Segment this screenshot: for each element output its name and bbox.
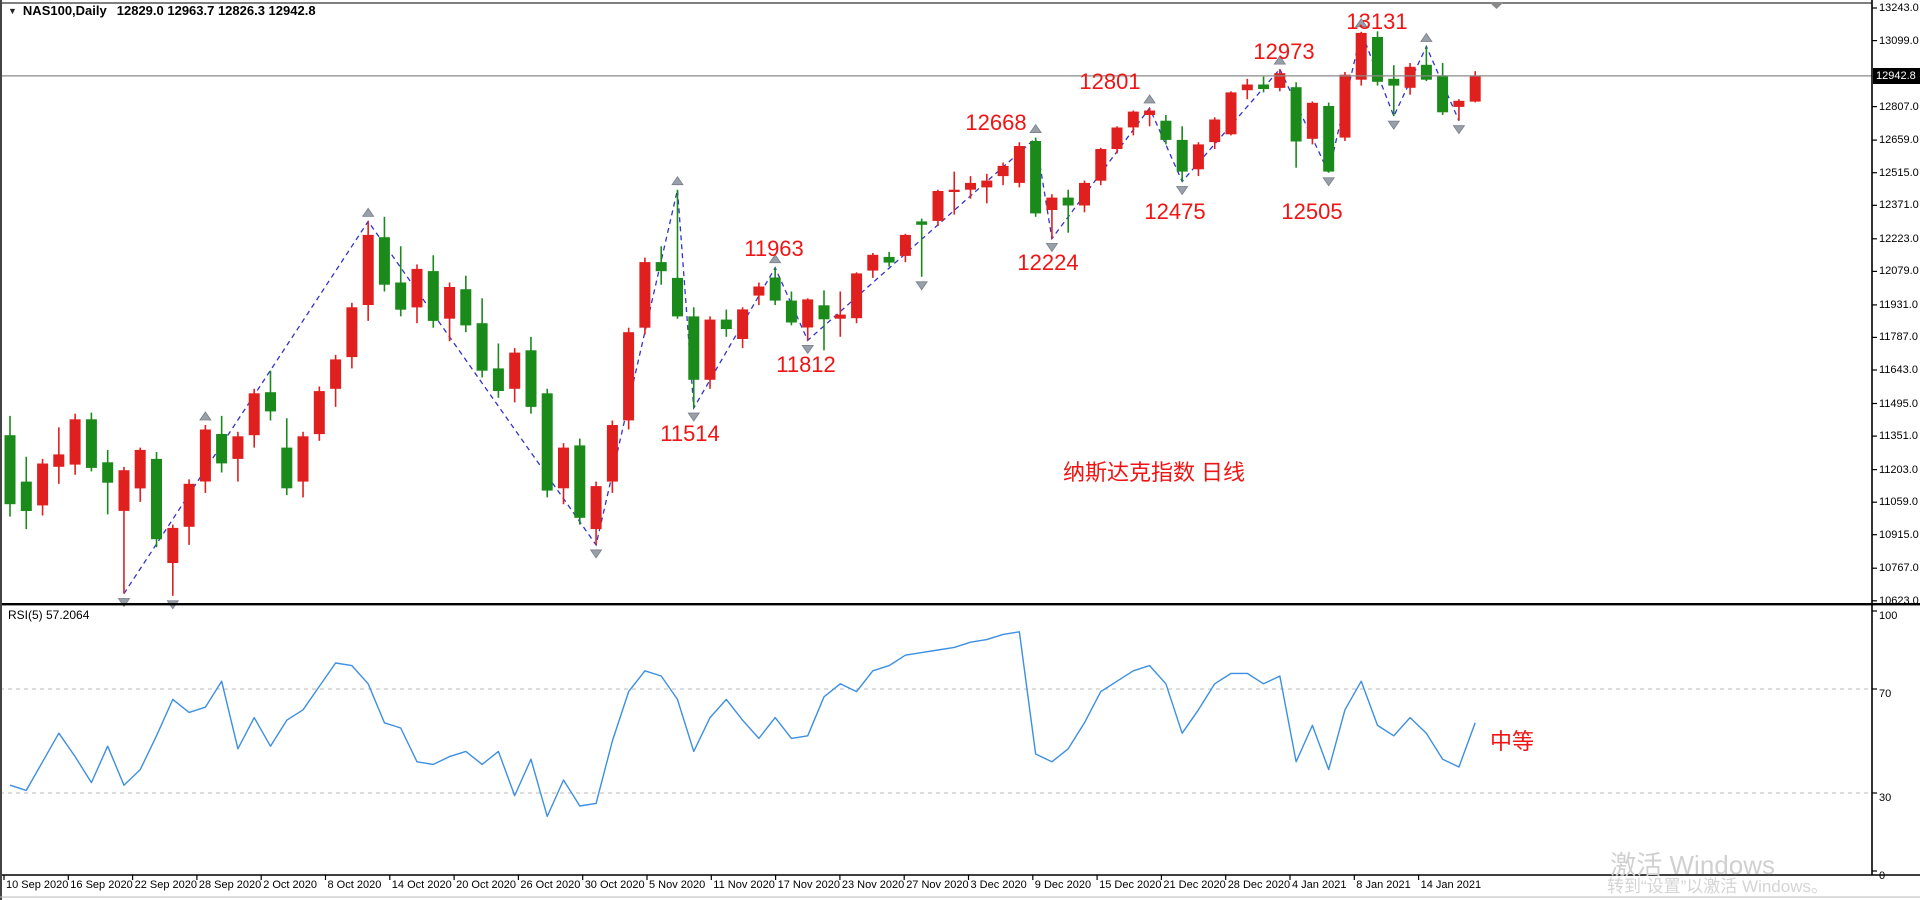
date-axis-label: 20 Oct 2020: [456, 879, 517, 891]
price-level-annotation: 12475: [1144, 199, 1206, 224]
price-axis-label: 11931.0: [1879, 298, 1918, 311]
date-axis-label: 14 Jan 2021: [1420, 879, 1482, 891]
price-level-annotation: 12801: [1079, 69, 1141, 94]
price-axis-label: 11203.0: [1879, 463, 1918, 476]
windows-activation-watermark-subtext: 转到“设置”以激活 Windows。: [1606, 877, 1828, 896]
date-axis-label: 2 Oct 2020: [263, 879, 318, 891]
price-axis-label: 12659.0: [1879, 134, 1919, 147]
price-level-annotation: 12668: [965, 110, 1027, 135]
price-axis-label: 12807.0: [1879, 100, 1919, 113]
chart-text-annotation: 中等: [1489, 729, 1535, 754]
rsi-axis-label: 0: [1879, 870, 1886, 882]
date-axis-label: 26 Oct 2020: [520, 879, 581, 891]
date-axis-label: 10 Sep 2020: [6, 879, 69, 891]
date-axis-label: 9 Dec 2020: [1034, 879, 1092, 891]
chart-text-annotation: 纳斯达克指数 日线: [1062, 460, 1246, 485]
price-level-annotation: 11514: [660, 421, 720, 446]
date-axis-label: 8 Oct 2020: [327, 879, 382, 891]
price-axis-label: 12223.0: [1879, 232, 1919, 245]
rsi-axis-label: 100: [1879, 610, 1898, 622]
date-axis-label: 5 Nov 2020: [649, 879, 706, 891]
symbol-period-label: NAS100,Daily: [22, 3, 107, 18]
date-axis-label: 21 Dec 2020: [1163, 879, 1226, 891]
date-axis-label: 16 Sep 2020: [70, 879, 133, 891]
current-price-tag: 12942.8: [1873, 68, 1920, 84]
date-axis-label: 3 Dec 2020: [970, 879, 1027, 891]
date-axis-label: 4 Jan 2021: [1292, 879, 1347, 891]
price-level-annotation: 13131: [1346, 9, 1408, 34]
price-axis-label: 12079.0: [1879, 265, 1919, 278]
date-axis-label: 30 Oct 2020: [584, 879, 645, 891]
price-axis-label: 10915.0: [1879, 528, 1919, 541]
price-axis-label: 11495.0: [1879, 397, 1918, 410]
price-axis-label: 13243.0: [1879, 2, 1919, 14]
windows-activation-watermark: 激活 Windows: [1610, 850, 1775, 880]
price-axis-label: 10767.0: [1879, 562, 1919, 575]
date-axis-label: 11 Nov 2020: [713, 879, 775, 891]
date-axis-label: 8 Jan 2021: [1356, 879, 1411, 891]
price-axis-label: 12515.0: [1879, 166, 1919, 179]
price-level-annotation: 12973: [1253, 39, 1315, 64]
price-axis-label: 10623.0: [1879, 594, 1919, 607]
date-axis-label: 23 Nov 2020: [841, 879, 905, 891]
price-axis-label: 11351.0: [1879, 430, 1918, 443]
price-axis-label: 11643.0: [1879, 364, 1918, 376]
ohlc-quote: 12829.0 12963.7 12826.3 12942.8: [116, 3, 316, 18]
price-level-annotation: 11963: [744, 236, 804, 261]
price-axis-label: 13099.0: [1879, 34, 1919, 47]
date-axis-label: 28 Sep 2020: [198, 879, 262, 891]
price-axis-label: 12371.0: [1879, 199, 1919, 212]
price-level-annotation: 11812: [776, 352, 836, 377]
price-level-annotation: 12505: [1281, 199, 1343, 224]
price-axis-label: 11059.0: [1879, 496, 1918, 509]
price-level-annotation: 12224: [1017, 250, 1079, 275]
date-axis-label: 27 Nov 2020: [906, 879, 969, 891]
date-axis-label: 28 Dec 2020: [1227, 879, 1291, 891]
date-axis-label: 17 Nov 2020: [777, 879, 840, 891]
rsi-axis-label: 70: [1879, 688, 1892, 700]
rsi-indicator-label: RSI(5) 57.2064: [8, 608, 90, 622]
price-axis-label: 11787.0: [1879, 331, 1918, 344]
date-axis-label: 14 Oct 2020: [391, 879, 452, 891]
collapse-arrow-icon[interactable]: ▼: [8, 6, 17, 16]
date-axis-label: 15 Dec 2020: [1099, 879, 1162, 891]
chart-title: ▼ NAS100,Daily 12829.0 12963.7 12826.3 129…: [8, 3, 316, 18]
rsi-axis-label: 30: [1879, 792, 1892, 804]
date-axis-label: 22 Sep 2020: [134, 879, 197, 891]
